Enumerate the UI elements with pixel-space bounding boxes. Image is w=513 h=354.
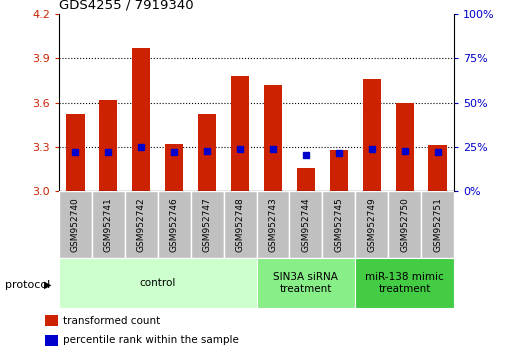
Text: control: control — [140, 278, 176, 288]
Bar — [198, 114, 216, 191]
Bar — [191, 191, 224, 258]
Bar — [330, 150, 348, 191]
Bar — [396, 103, 413, 191]
Text: GSM952751: GSM952751 — [433, 197, 442, 252]
Bar — [45, 315, 57, 326]
Text: GSM952741: GSM952741 — [104, 198, 113, 252]
Bar — [66, 114, 85, 191]
Text: GSM952740: GSM952740 — [71, 198, 80, 252]
Text: protocol: protocol — [5, 280, 50, 290]
Text: GSM952748: GSM952748 — [235, 198, 245, 252]
Bar — [264, 85, 282, 191]
Bar — [256, 258, 355, 308]
Bar — [45, 335, 57, 346]
Bar — [59, 191, 92, 258]
Text: ▶: ▶ — [44, 280, 51, 290]
Text: GDS4255 / 7919340: GDS4255 / 7919340 — [59, 0, 193, 12]
Text: transformed count: transformed count — [63, 316, 160, 326]
Text: GSM952744: GSM952744 — [301, 198, 310, 252]
Bar — [224, 191, 256, 258]
Bar — [92, 191, 125, 258]
Bar — [388, 191, 421, 258]
Text: GSM952749: GSM952749 — [367, 198, 376, 252]
Text: GSM952743: GSM952743 — [268, 198, 278, 252]
Bar — [158, 191, 191, 258]
Text: GSM952746: GSM952746 — [170, 198, 179, 252]
Text: GSM952745: GSM952745 — [334, 198, 343, 252]
Text: GSM952750: GSM952750 — [400, 197, 409, 252]
Bar — [165, 144, 183, 191]
Text: GSM952742: GSM952742 — [137, 198, 146, 252]
Bar — [355, 258, 454, 308]
Bar — [125, 191, 158, 258]
Bar — [355, 191, 388, 258]
Bar — [100, 100, 117, 191]
Bar — [428, 145, 447, 191]
Bar — [297, 167, 315, 191]
Bar — [289, 191, 322, 258]
Bar — [363, 79, 381, 191]
Bar — [59, 258, 256, 308]
Bar — [421, 191, 454, 258]
Text: GSM952747: GSM952747 — [203, 198, 212, 252]
Text: percentile rank within the sample: percentile rank within the sample — [63, 335, 239, 346]
Text: miR-138 mimic
treatment: miR-138 mimic treatment — [365, 272, 444, 294]
Bar — [231, 76, 249, 191]
Bar — [256, 191, 289, 258]
Bar — [322, 191, 355, 258]
Text: SIN3A siRNA
treatment: SIN3A siRNA treatment — [273, 272, 338, 294]
Bar — [132, 48, 150, 191]
